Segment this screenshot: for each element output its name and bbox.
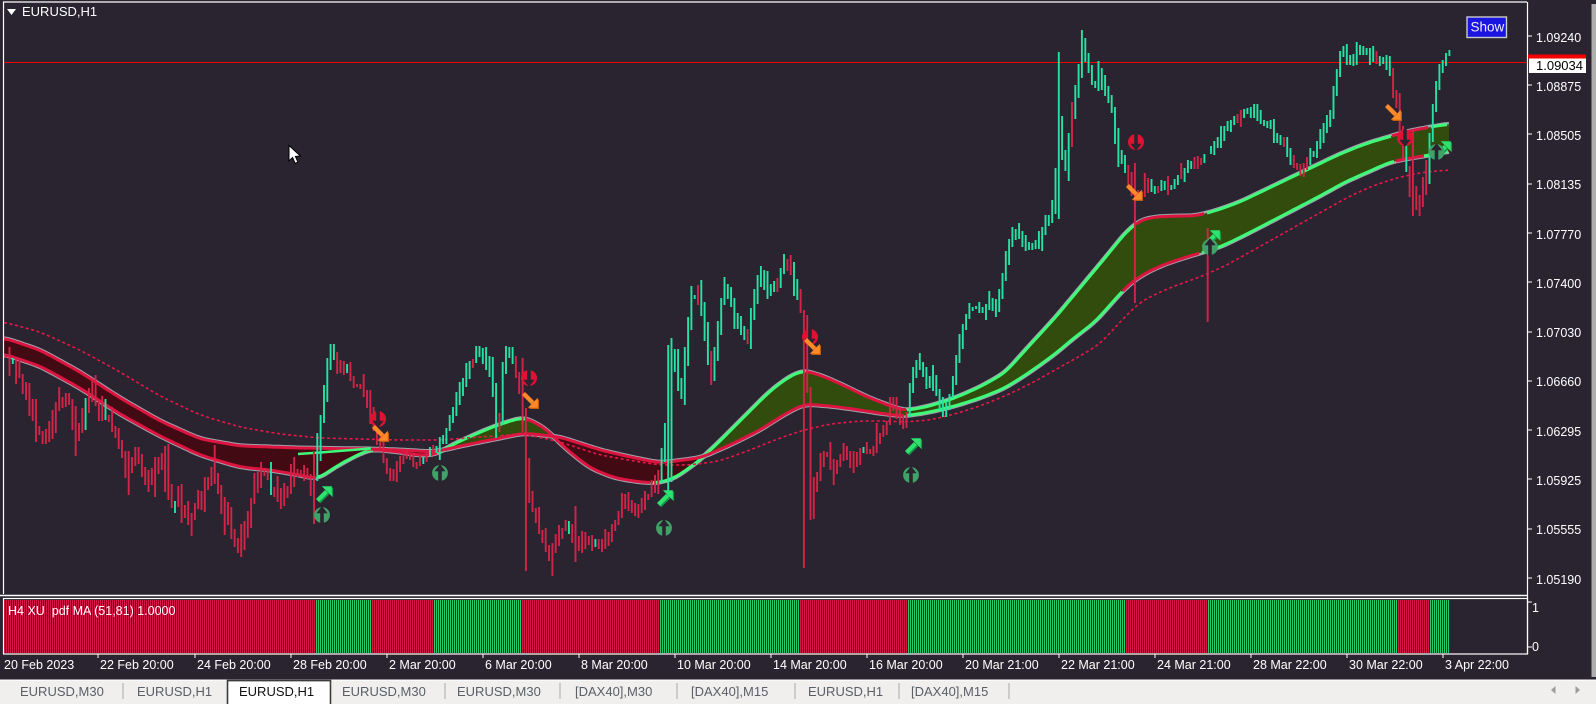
svg-text:22 Mar 21:00: 22 Mar 21:00 [1061,658,1135,672]
svg-text:1.08505: 1.08505 [1536,129,1581,143]
svg-text:[DAX40],M30: [DAX40],M30 [575,684,652,699]
svg-text:2 Mar 20:00: 2 Mar 20:00 [389,658,456,672]
svg-text:1.07030: 1.07030 [1536,326,1581,340]
svg-text:24 Feb 20:00: 24 Feb 20:00 [197,658,271,672]
svg-text:30 Mar 22:00: 30 Mar 22:00 [1349,658,1423,672]
svg-text:8 Mar 20:00: 8 Mar 20:00 [581,658,648,672]
svg-text:20 Mar 21:00: 20 Mar 21:00 [965,658,1039,672]
svg-text:EURUSD,H1: EURUSD,H1 [239,684,314,699]
svg-text:Show: Show [1471,20,1505,35]
svg-text:H4 XU pdf MA (51,81) 1.0000: H4 XU pdf MA (51,81) 1.0000 [8,604,176,618]
svg-text:28 Mar 22:00: 28 Mar 22:00 [1253,658,1327,672]
svg-text:EURUSD,M30: EURUSD,M30 [20,684,104,699]
svg-text:24 Mar 21:00: 24 Mar 21:00 [1157,658,1231,672]
svg-text:22 Feb 20:00: 22 Feb 20:00 [100,658,174,672]
svg-text:1.05925: 1.05925 [1536,474,1581,488]
svg-text:1.05555: 1.05555 [1536,523,1581,537]
svg-text:1.07400: 1.07400 [1536,277,1581,291]
svg-text:[DAX40],M15: [DAX40],M15 [911,684,988,699]
svg-text:1: 1 [1532,601,1539,615]
svg-text:1.08875: 1.08875 [1536,80,1581,94]
svg-text:3 Apr 22:00: 3 Apr 22:00 [1445,658,1509,672]
svg-text:1.07770: 1.07770 [1536,228,1581,242]
svg-text:1.09240: 1.09240 [1536,31,1581,45]
svg-text:1.05190: 1.05190 [1536,573,1581,587]
svg-text:EURUSD,H1: EURUSD,H1 [808,684,883,699]
svg-text:1.06660: 1.06660 [1536,375,1581,389]
svg-text:14 Mar 20:00: 14 Mar 20:00 [773,658,847,672]
svg-text:1.08135: 1.08135 [1536,178,1581,192]
svg-text:10 Mar 20:00: 10 Mar 20:00 [677,658,751,672]
svg-text:28 Feb 20:00: 28 Feb 20:00 [293,658,367,672]
svg-text:20 Feb 2023: 20 Feb 2023 [4,658,74,672]
svg-text:EURUSD,M30: EURUSD,M30 [457,684,541,699]
svg-text:16 Mar 20:00: 16 Mar 20:00 [869,658,943,672]
svg-text:EURUSD,M30: EURUSD,M30 [342,684,426,699]
svg-text:EURUSD,H1: EURUSD,H1 [137,684,212,699]
svg-text:0: 0 [1532,640,1539,654]
svg-text:1.06295: 1.06295 [1536,425,1581,439]
svg-text:6 Mar 20:00: 6 Mar 20:00 [485,658,552,672]
svg-text:1.09034: 1.09034 [1536,58,1583,73]
svg-text:EURUSD,H1: EURUSD,H1 [22,4,97,19]
svg-text:[DAX40],M15: [DAX40],M15 [691,684,768,699]
